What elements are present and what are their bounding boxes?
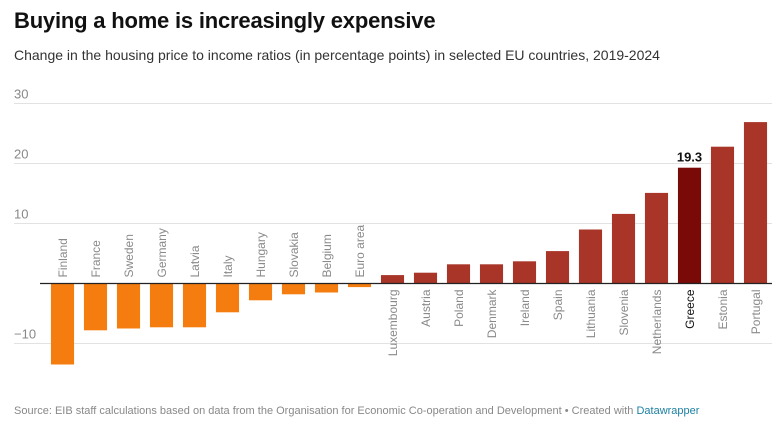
bar-sweden[interactable] — [116, 283, 141, 329]
category-label: Italy — [221, 255, 235, 277]
bar-portugal[interactable] — [743, 122, 768, 284]
bar-ireland[interactable] — [512, 261, 537, 284]
category-label: Greece — [683, 289, 697, 329]
y-tick-label: 30 — [14, 87, 28, 102]
source-note: Source: EIB staff calculations based on … — [14, 405, 562, 417]
bar-poland[interactable] — [446, 264, 471, 284]
bar-austria[interactable] — [413, 272, 438, 284]
bar-slovakia[interactable] — [281, 283, 306, 295]
bar-italy[interactable] — [215, 283, 240, 313]
footer-separator: • Created with — [561, 405, 637, 417]
category-label: Denmark — [485, 289, 499, 339]
footer: Source: EIB staff calculations based on … — [14, 405, 699, 417]
category-label: Spain — [551, 290, 565, 321]
category-label: Slovakia — [287, 232, 301, 278]
category-label: Latvia — [188, 245, 202, 277]
y-tick-label: −10 — [14, 327, 36, 342]
y-tick-label: 20 — [14, 147, 28, 162]
bar-estonia[interactable] — [710, 146, 735, 284]
bar-finland[interactable] — [50, 283, 75, 365]
datawrapper-credit-link[interactable]: Datawrapper — [636, 405, 700, 417]
data-label: 19.3 — [677, 150, 702, 165]
bars-layer — [50, 122, 768, 365]
category-label: Estonia — [716, 289, 730, 329]
bar-spain[interactable] — [545, 251, 570, 284]
bar-slovenia[interactable] — [611, 213, 636, 284]
category-label: Hungary — [254, 232, 268, 277]
category-label: Finland — [56, 238, 70, 277]
bar-latvia[interactable] — [182, 283, 207, 328]
category-label: Luxembourg — [386, 290, 400, 357]
bar-netherlands[interactable] — [644, 192, 669, 284]
chart-subtitle: Change in the housing price to income ra… — [14, 47, 660, 63]
category-label: Poland — [452, 290, 466, 327]
category-label: Germany — [155, 228, 169, 277]
bar-hungary[interactable] — [248, 283, 273, 301]
category-label: Netherlands — [650, 290, 664, 355]
bar-france[interactable] — [83, 283, 108, 331]
y-tick-label: 10 — [14, 207, 28, 222]
bar-greece[interactable] — [677, 167, 702, 284]
category-label: Lithuania — [584, 289, 598, 338]
bar-germany[interactable] — [149, 283, 174, 328]
category-label: Portugal — [749, 290, 763, 335]
grid-layer: −10 10 20 30 — [14, 87, 772, 344]
category-label: Slovenia — [617, 289, 631, 335]
category-label: Belgium — [320, 234, 334, 277]
bar-euro-area[interactable] — [347, 283, 372, 288]
category-label: France — [89, 240, 103, 278]
category-label: Ireland — [518, 290, 532, 327]
bar-denmark[interactable] — [479, 264, 504, 284]
category-label: Euro area — [353, 224, 367, 277]
bar-luxembourg[interactable] — [380, 275, 405, 284]
chart-title: Buying a home is increasingly expensive — [14, 8, 436, 33]
labels-layer: Finland France Sweden Germany Latvia Italy Hun… — [56, 150, 763, 357]
category-label: Austria — [419, 289, 433, 327]
bar-belgium[interactable] — [314, 283, 339, 293]
bar-lithuania[interactable] — [578, 229, 603, 284]
category-label: Sweden — [122, 234, 136, 277]
